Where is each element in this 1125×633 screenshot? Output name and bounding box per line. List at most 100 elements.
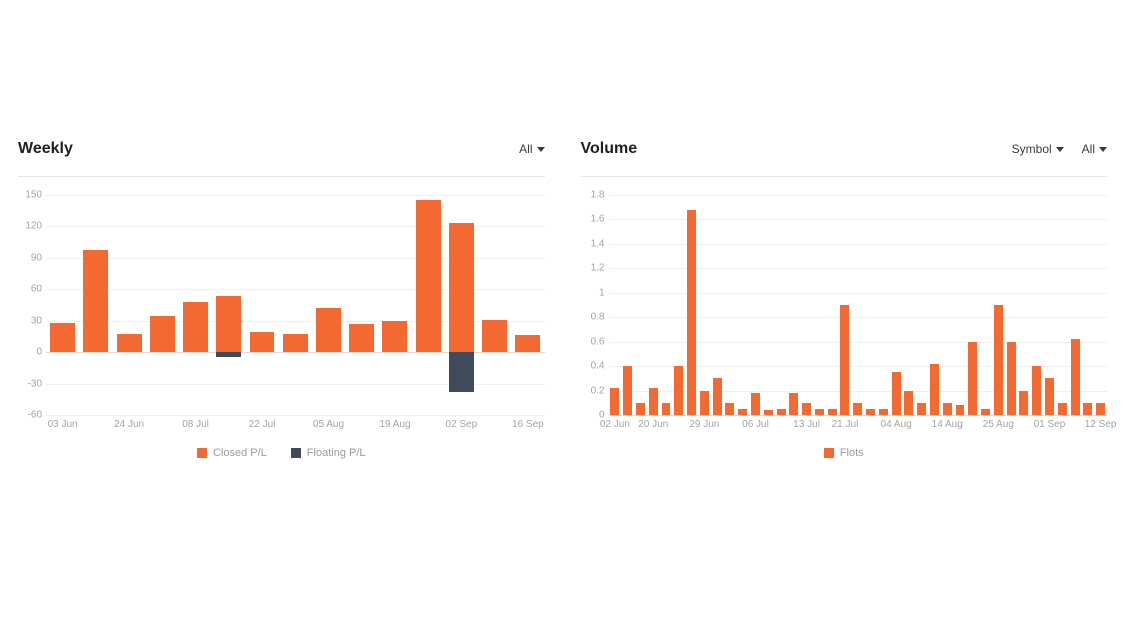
- volume-plot: [609, 195, 1108, 415]
- x-tick-label: 24 Jun: [114, 419, 144, 430]
- x-tick-label: 08 Jul: [182, 419, 209, 430]
- x-tick-label: 16 Sep: [512, 419, 544, 430]
- volume-filter-symbol[interactable]: Symbol: [1012, 142, 1064, 156]
- bar-closed-pl: [283, 334, 308, 352]
- legend-swatch: [197, 448, 207, 458]
- y-tick-label: 120: [25, 221, 42, 232]
- volume-filter-all[interactable]: All: [1082, 142, 1107, 156]
- x-tick-label: 25 Aug: [983, 419, 1014, 430]
- volume-header: Volume Symbol All: [581, 140, 1108, 177]
- volume-filter-all-label: All: [1082, 142, 1095, 156]
- x-tick-label: 21 Jul: [832, 419, 859, 430]
- y-tick-label: 0.2: [591, 385, 605, 396]
- x-tick-label: 04 Aug: [881, 419, 912, 430]
- y-tick-label: 150: [25, 190, 42, 201]
- gridline: [609, 219, 1108, 220]
- y-tick-label: -30: [28, 378, 42, 389]
- volume-y-axis: 00.20.40.60.811.21.41.61.8: [581, 195, 607, 415]
- bar-closed-pl: [150, 316, 175, 353]
- gridline: [609, 195, 1108, 196]
- y-tick-label: 0.8: [591, 312, 605, 323]
- legend-floating-pl: Floating P/L: [291, 447, 366, 459]
- bar: [968, 342, 977, 415]
- bar-closed-pl: [83, 250, 108, 353]
- bar-closed-pl: [349, 324, 374, 352]
- x-tick-label: 19 Aug: [379, 419, 410, 430]
- weekly-header: Weekly All: [18, 140, 545, 177]
- volume-controls: Symbol All: [1012, 142, 1107, 156]
- bar: [853, 403, 862, 415]
- bar-closed-pl: [50, 323, 75, 352]
- y-tick-label: 1.8: [591, 190, 605, 201]
- bar-closed-pl: [515, 335, 540, 352]
- bar: [751, 393, 760, 415]
- bar: [1019, 391, 1028, 415]
- gridline: [609, 317, 1108, 318]
- x-tick-label: 20 Jun: [638, 419, 668, 430]
- weekly-x-axis: 03 Jun24 Jun08 Jul22 Jul05 Aug19 Aug02 S…: [46, 415, 545, 435]
- x-tick-label: 14 Aug: [932, 419, 963, 430]
- chevron-down-icon: [1099, 147, 1107, 152]
- y-tick-label: 1.6: [591, 214, 605, 225]
- bar-floating-pl: [449, 352, 474, 392]
- bar: [789, 393, 798, 415]
- legend-label: Closed P/L: [213, 447, 267, 459]
- bar: [687, 210, 696, 415]
- weekly-chart: -60-300306090120150 03 Jun24 Jun08 Jul22…: [18, 195, 545, 435]
- x-tick-label: 05 Aug: [313, 419, 344, 430]
- bar: [956, 405, 965, 415]
- bar: [713, 378, 722, 415]
- x-tick-label: 13 Jul: [793, 419, 820, 430]
- y-tick-label: 0.6: [591, 336, 605, 347]
- x-tick-label: 22 Jul: [249, 419, 276, 430]
- bar: [700, 391, 709, 415]
- legend-swatch: [824, 448, 834, 458]
- x-tick-label: 06 Jul: [742, 419, 769, 430]
- gridline: [609, 293, 1108, 294]
- bar-closed-pl: [117, 334, 142, 352]
- bar: [1096, 403, 1105, 415]
- legend-label: Flots: [840, 447, 864, 459]
- bar-floating-pl: [216, 352, 241, 357]
- bar: [994, 305, 1003, 415]
- bar-closed-pl: [183, 302, 208, 352]
- bar: [892, 372, 901, 415]
- weekly-filter-all-label: All: [519, 142, 532, 156]
- legend-closed-pl: Closed P/L: [197, 447, 267, 459]
- y-tick-label: 1.2: [591, 263, 605, 274]
- legend-swatch: [291, 448, 301, 458]
- bar: [610, 388, 619, 415]
- bar-closed-pl: [449, 223, 474, 352]
- bar: [1071, 339, 1080, 415]
- bar: [840, 305, 849, 415]
- bar: [623, 366, 632, 415]
- gridline: [609, 244, 1108, 245]
- volume-panel: Volume Symbol All 00.20.40.60.811.21.41.…: [581, 140, 1108, 459]
- x-tick-label: 29 Jun: [689, 419, 719, 430]
- weekly-legend: Closed P/L Floating P/L: [18, 447, 545, 459]
- y-tick-label: -60: [28, 410, 42, 421]
- legend-flots: Flots: [824, 447, 864, 459]
- bar: [662, 403, 671, 415]
- y-tick-label: 1: [599, 287, 605, 298]
- volume-x-axis: 02 Jun20 Jun29 Jun06 Jul13 Jul21 Jul04 A…: [609, 415, 1108, 435]
- gridline: [46, 195, 545, 196]
- weekly-filter-all[interactable]: All: [519, 142, 544, 156]
- bar: [802, 403, 811, 415]
- bar: [1032, 366, 1041, 415]
- gridline: [609, 342, 1108, 343]
- y-tick-label: 60: [31, 284, 42, 295]
- x-tick-label: 02 Sep: [446, 419, 478, 430]
- volume-chart: 00.20.40.60.811.21.41.61.8 02 Jun20 Jun2…: [581, 195, 1108, 435]
- bar-closed-pl: [382, 321, 407, 352]
- bar-closed-pl: [482, 320, 507, 352]
- y-tick-label: 90: [31, 252, 42, 263]
- weekly-title: Weekly: [18, 140, 73, 158]
- x-tick-label: 12 Sep: [1085, 419, 1117, 430]
- weekly-y-axis: -60-300306090120150: [18, 195, 44, 415]
- gridline: [609, 268, 1108, 269]
- weekly-panel: Weekly All -60-300306090120150 03 Jun24 …: [18, 140, 545, 459]
- y-tick-label: 30: [31, 315, 42, 326]
- bar: [636, 403, 645, 415]
- bar-closed-pl: [216, 296, 241, 353]
